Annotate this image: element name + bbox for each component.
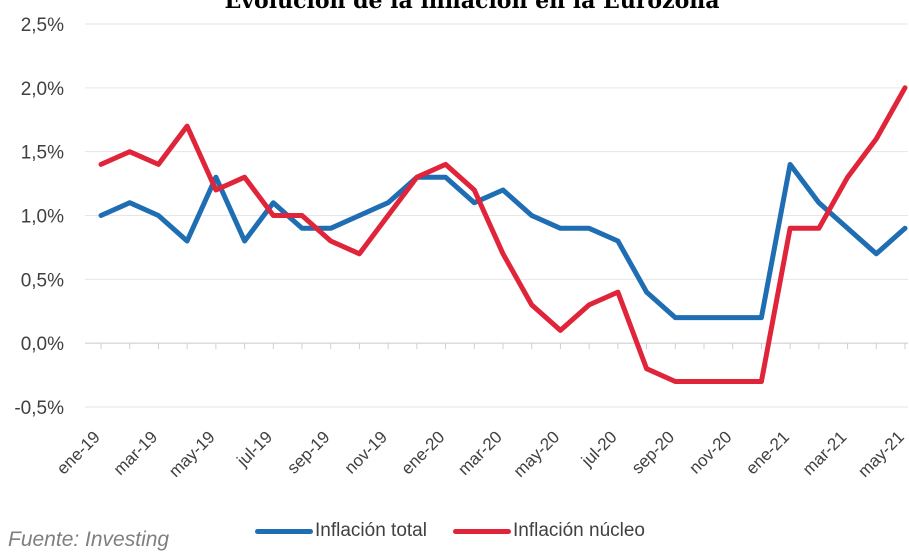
y-axis-ticks: -0,5% 0,0% 0,5% 1,0% 1,5% 2,0% 2,5% [14,15,64,419]
source-note: Fuente: Investing [8,528,170,551]
y-tick-label: -0,5% [14,398,64,419]
legend-item-core: Inflación núcleo [452,520,646,542]
x-tick-label: mar-20 [454,427,506,479]
y-tick-label: 1,5% [21,143,64,164]
x-tick-label: may-21 [854,427,908,481]
x-tick-label: ene-20 [398,427,449,478]
y-tick-label: 2,5% [21,15,64,36]
x-tick-label: mar-19 [110,427,162,479]
legend-item-total: Inflación total [255,520,427,542]
legend: Inflación total Inflación núcleo [255,520,671,542]
legend-label-core: Inflación núcleo [512,520,646,541]
legend-label-total: Inflación total [315,520,427,541]
legend-swatch-core [452,528,511,534]
x-tick-label: nov-20 [685,427,735,477]
gridlines [85,23,908,408]
x-axis: ene-19 mar-19 may-19 jul-19 sep-19 nov-19 ene-… [53,343,908,481]
x-tick-label: ene-19 [53,427,104,478]
x-tick-label: mar-21 [799,427,851,479]
x-tick-label: may-20 [510,427,564,481]
x-tick-label: nov-19 [341,427,391,477]
y-tick-label: 0,5% [21,270,64,291]
y-tick-label: 0,0% [21,334,64,355]
x-tick-label: may-19 [165,427,219,481]
y-tick-label: 1,0% [21,207,64,228]
y-tick-label: 2,0% [21,79,64,100]
x-tick-label: ene-21 [742,427,793,478]
x-tick-label: sep-20 [628,427,678,477]
x-tick-label: jul-19 [233,427,277,471]
series-line-inflacion-nucleo [98,85,908,384]
legend-swatch-total [255,528,313,534]
x-tick-label: sep-19 [283,427,333,477]
chart-title: Evolución de la inflación en la Eurozona [224,0,719,14]
series-line-inflacion-total [98,161,908,321]
x-tick-label: jul-20 [577,427,621,471]
series-lines [98,85,908,384]
